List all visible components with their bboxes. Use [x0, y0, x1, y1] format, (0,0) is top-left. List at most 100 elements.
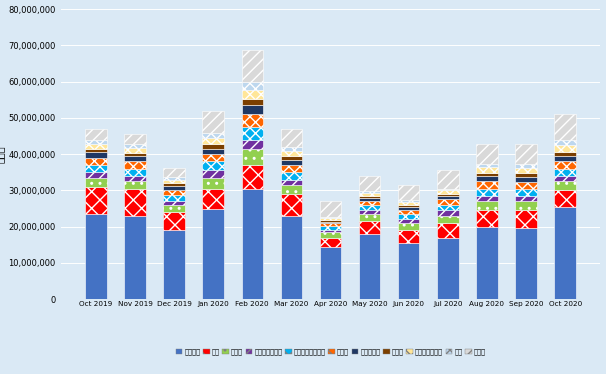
Bar — [242, 50, 263, 82]
Bar — [242, 165, 263, 188]
Bar — [515, 174, 537, 177]
Bar — [398, 243, 419, 299]
Bar — [554, 156, 576, 162]
Bar — [281, 216, 302, 299]
Bar — [554, 181, 576, 190]
Bar — [515, 188, 537, 196]
Bar — [124, 144, 146, 148]
Bar — [124, 134, 146, 144]
Bar — [124, 162, 146, 169]
Bar — [85, 165, 107, 172]
Bar — [164, 186, 185, 190]
Bar — [202, 178, 224, 188]
Bar — [398, 205, 419, 207]
Bar — [476, 227, 498, 299]
Bar — [202, 149, 224, 154]
Bar — [242, 140, 263, 149]
Bar — [242, 149, 263, 165]
Bar — [164, 230, 185, 299]
Bar — [515, 210, 537, 229]
Bar — [398, 207, 419, 209]
Bar — [242, 82, 263, 89]
Bar — [437, 223, 459, 237]
Bar — [85, 144, 107, 149]
Bar — [281, 194, 302, 216]
Bar — [359, 205, 381, 210]
Bar — [515, 201, 537, 210]
Bar — [320, 232, 341, 237]
Bar — [202, 188, 224, 209]
Bar — [437, 205, 459, 210]
Bar — [398, 209, 419, 214]
Bar — [359, 193, 381, 196]
Bar — [398, 230, 419, 243]
Bar — [320, 237, 341, 246]
Bar — [320, 221, 341, 223]
Bar — [85, 214, 107, 299]
Bar — [515, 177, 537, 182]
Bar — [281, 172, 302, 180]
Bar — [515, 164, 537, 168]
Bar — [202, 154, 224, 162]
Bar — [515, 168, 537, 174]
Bar — [320, 246, 341, 299]
Bar — [437, 171, 459, 188]
Bar — [320, 217, 341, 218]
Bar — [164, 212, 185, 230]
Bar — [124, 181, 146, 188]
Bar — [398, 200, 419, 202]
Bar — [398, 186, 419, 200]
Bar — [476, 196, 498, 201]
Bar — [85, 158, 107, 165]
Bar — [554, 140, 576, 145]
Bar — [320, 223, 341, 226]
Bar — [281, 160, 302, 165]
Bar — [124, 188, 146, 216]
Bar — [281, 165, 302, 172]
Bar — [124, 156, 146, 162]
Bar — [202, 162, 224, 171]
Bar — [359, 214, 381, 221]
Bar — [320, 230, 341, 232]
Bar — [242, 99, 263, 105]
Bar — [359, 200, 381, 205]
Bar — [202, 138, 224, 144]
Bar — [320, 226, 341, 230]
Bar — [242, 105, 263, 114]
Bar — [124, 148, 146, 153]
Bar — [320, 220, 341, 221]
Bar — [437, 199, 459, 205]
Bar — [554, 207, 576, 299]
Bar — [124, 169, 146, 176]
Bar — [398, 220, 419, 223]
Bar — [515, 196, 537, 201]
Bar — [124, 153, 146, 156]
Bar — [242, 89, 263, 99]
Bar — [437, 210, 459, 216]
Bar — [359, 176, 381, 191]
Bar — [554, 145, 576, 152]
Bar — [164, 183, 185, 186]
Bar — [281, 151, 302, 156]
Bar — [85, 172, 107, 178]
Bar — [124, 216, 146, 299]
Bar — [85, 152, 107, 158]
Bar — [85, 140, 107, 144]
Bar — [164, 168, 185, 177]
Bar — [437, 188, 459, 190]
Bar — [398, 202, 419, 205]
Bar — [85, 187, 107, 214]
Bar — [476, 173, 498, 176]
Bar — [164, 195, 185, 200]
Bar — [85, 178, 107, 187]
Bar — [359, 210, 381, 214]
Bar — [359, 221, 381, 234]
Bar — [202, 111, 224, 133]
Bar — [281, 147, 302, 151]
Bar — [476, 210, 498, 227]
Bar — [554, 176, 576, 181]
Bar — [164, 190, 185, 195]
Bar — [359, 191, 381, 193]
Bar — [359, 196, 381, 197]
Bar — [202, 171, 224, 178]
